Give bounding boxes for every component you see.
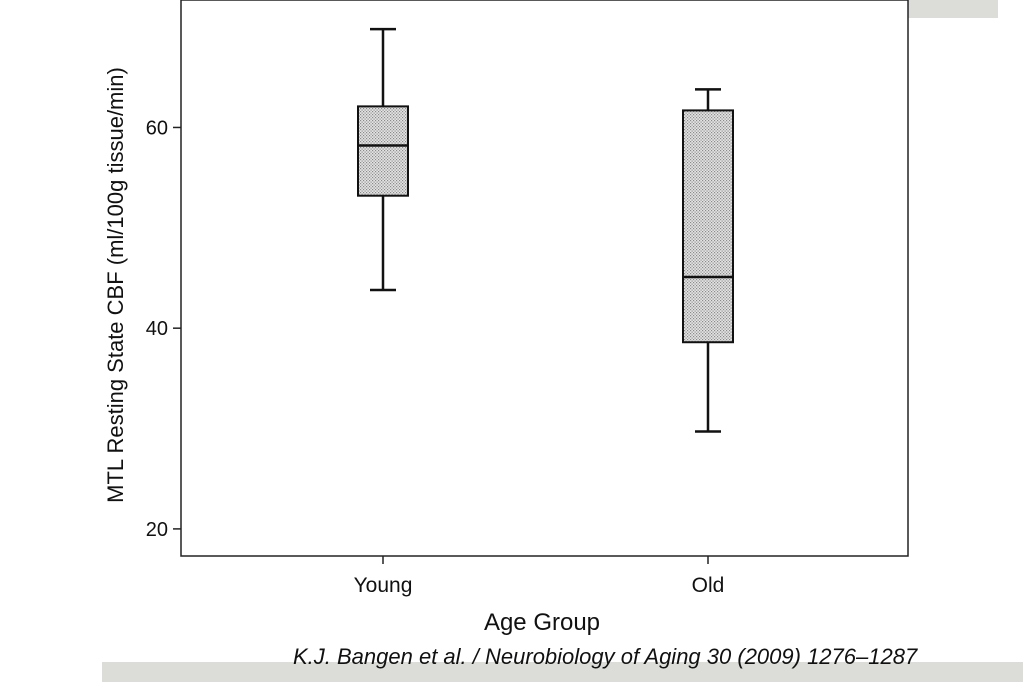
x-tick-label: Old [692,574,725,597]
plot-area-frame [180,0,909,557]
interquartile-box [357,105,409,197]
y-axis-label: MTL Resting State CBF (ml/100g tissue/mi… [103,67,128,503]
decorative-band-top [908,0,998,18]
x-axis: Young Old [354,556,725,597]
x-tick-label: Young [354,574,413,597]
decorative-band-bottom [102,662,1023,682]
y-tick-label: 20 [146,519,168,541]
y-axis: 20 40 60 [146,117,181,541]
box-series [357,27,734,433]
box-young [357,27,409,292]
x-axis-label: Age Group [484,609,600,636]
interquartile-box [682,109,734,344]
y-tick-label: 60 [146,117,168,139]
box-old [682,88,734,433]
y-tick-label: 40 [146,318,168,340]
citation-text: K.J. Bangen et al. / Neurobiology of Agi… [293,644,918,669]
